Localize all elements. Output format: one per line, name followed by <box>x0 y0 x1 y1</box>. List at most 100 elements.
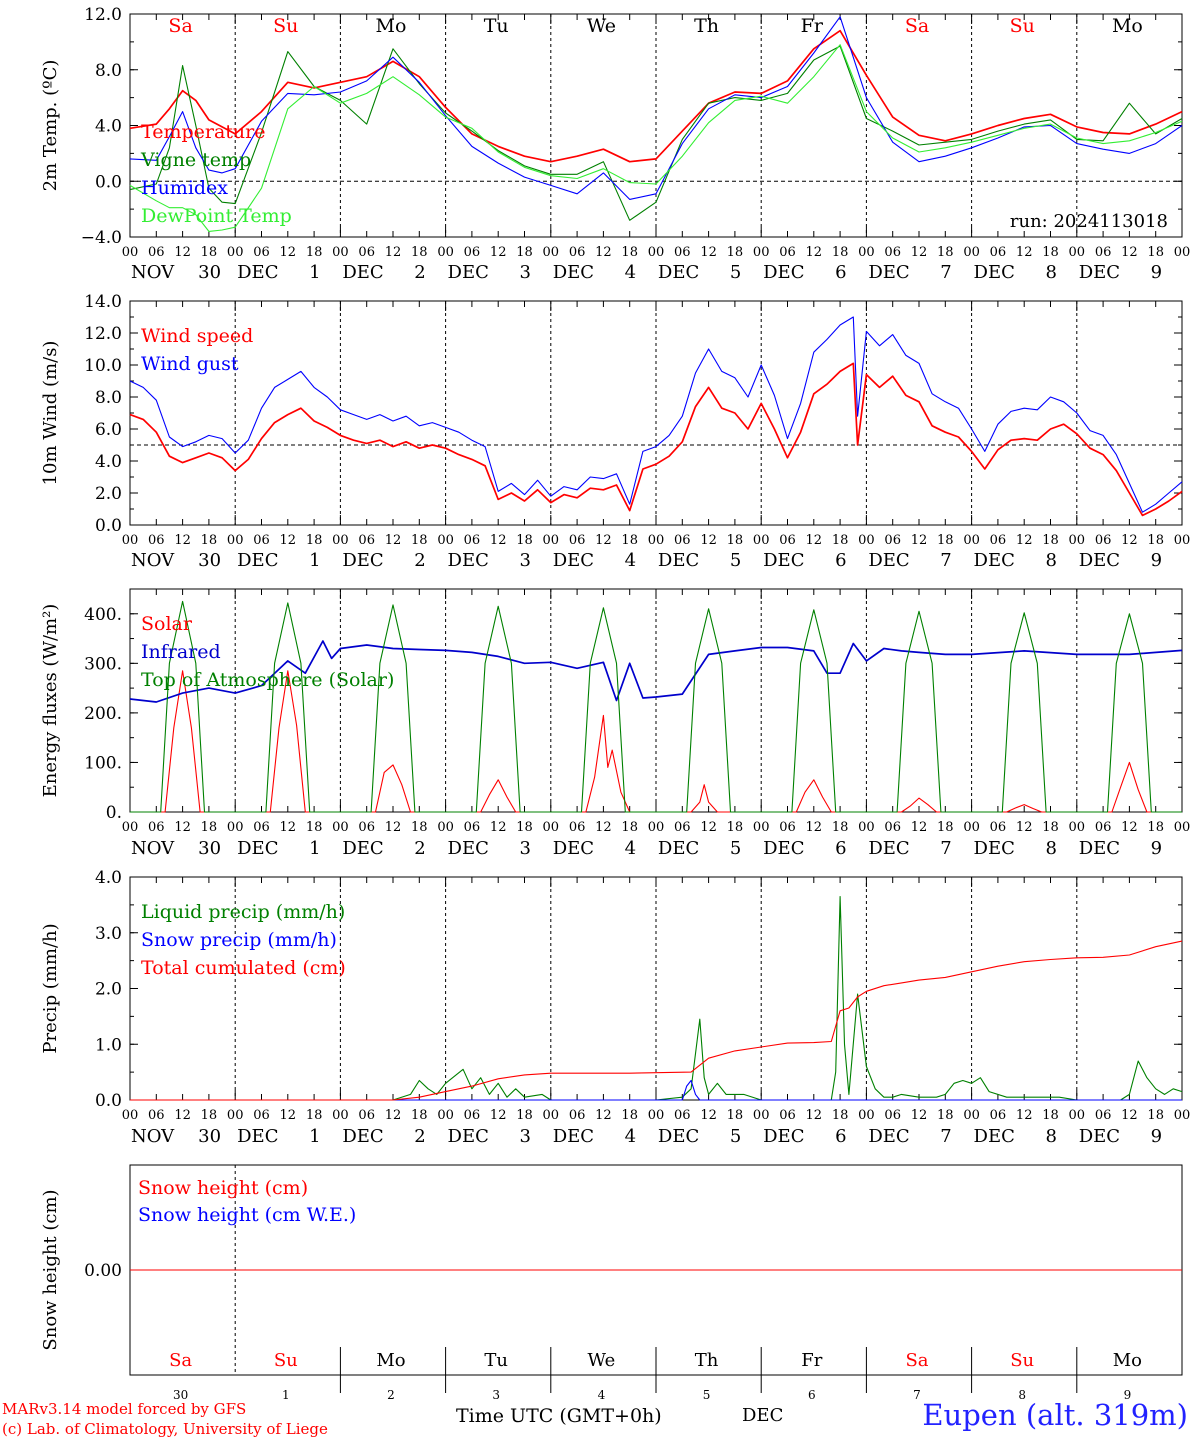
day-number-label: 8 <box>1045 1126 1056 1147</box>
month-label: NOV <box>131 1126 175 1147</box>
hour-tick-label: 18 <box>1042 533 1059 548</box>
hour-tick-label: 06 <box>990 820 1007 835</box>
hour-tick-label: 06 <box>779 533 796 548</box>
hour-tick-label: 06 <box>464 1108 481 1123</box>
hour-tick-label: 00 <box>1174 245 1191 260</box>
hour-tick-label: 18 <box>1147 533 1164 548</box>
hour-tick-label: 06 <box>884 1108 901 1123</box>
day-number-label: 2 <box>387 1388 395 1402</box>
month-label: DEC <box>237 550 278 571</box>
y-tick-label: 4.0 <box>95 868 122 888</box>
hour-tick-label: 12 <box>385 245 402 260</box>
hour-tick-label: 00 <box>227 533 244 548</box>
hour-tick-label: 12 <box>280 820 297 835</box>
weekday-label: Tu <box>484 1350 508 1371</box>
day-number-label: 5 <box>730 262 741 283</box>
weekday-label: We <box>587 15 616 37</box>
weekday-label: Th <box>695 1350 719 1371</box>
hour-tick-label: 18 <box>1042 1108 1059 1123</box>
day-number-label: 30 <box>173 1388 188 1402</box>
legend-entry: Wind speed <box>141 325 253 347</box>
hour-tick-label: 12 <box>174 245 191 260</box>
day-number-label: 4 <box>625 1126 636 1147</box>
hour-tick-label: 18 <box>937 820 954 835</box>
hour-tick-label: 00 <box>1069 1108 1086 1123</box>
month-label: DEC <box>868 838 909 859</box>
hour-tick-label: 12 <box>595 533 612 548</box>
y-tick-label: −4.0 <box>81 228 122 248</box>
hour-tick-label: 12 <box>1121 820 1138 835</box>
y-tick-label: 200. <box>84 704 122 724</box>
hour-tick-label: 06 <box>674 1108 691 1123</box>
y-axis-title: 2m Temp. (ºC) <box>40 60 61 192</box>
month-label: DEC <box>342 838 383 859</box>
legend-entry: Wind gust <box>141 353 239 375</box>
y-tick-label: 400. <box>84 605 122 625</box>
series-line <box>129 45 1183 221</box>
legend-entry: DewPoint Temp <box>141 205 292 227</box>
month-label: DEC <box>1079 1126 1120 1147</box>
hour-tick-label: 00 <box>753 820 770 835</box>
hour-tick-label: 18 <box>516 245 533 260</box>
hour-tick-label: 12 <box>280 533 297 548</box>
month-label: DEC <box>658 262 699 283</box>
weekday-label: Fr <box>801 1350 822 1371</box>
hour-tick-label: 00 <box>753 1108 770 1123</box>
hour-tick-label: 00 <box>122 533 139 548</box>
day-number-label: 3 <box>519 838 530 859</box>
hour-tick-label: 00 <box>753 245 770 260</box>
hour-tick-label: 00 <box>858 533 875 548</box>
day-number-label: 2 <box>414 838 425 859</box>
month-label: DEC <box>237 1126 278 1147</box>
day-number-label: 6 <box>835 1126 846 1147</box>
hour-tick-label: 18 <box>937 1108 954 1123</box>
day-number-label: 6 <box>835 550 846 571</box>
y-tick-label: 0.0 <box>95 172 122 192</box>
hour-tick-label: 18 <box>306 820 323 835</box>
hour-tick-label: 18 <box>201 245 218 260</box>
weekday-label: We <box>588 1350 616 1371</box>
day-number-label: 8 <box>1045 262 1056 283</box>
hour-tick-label: 06 <box>253 245 270 260</box>
month-label: DEC <box>658 550 699 571</box>
day-number-label: 9 <box>1151 1126 1162 1147</box>
hour-tick-label: 06 <box>884 533 901 548</box>
y-tick-label: 10.0 <box>84 356 122 376</box>
month-label: DEC <box>1079 262 1120 283</box>
hour-tick-label: 18 <box>201 820 218 835</box>
hour-tick-label: 18 <box>937 245 954 260</box>
hour-tick-label: 12 <box>385 533 402 548</box>
weekday-label: Mo <box>1113 1350 1142 1371</box>
day-number-label: 6 <box>835 838 846 859</box>
series-line <box>130 670 1182 813</box>
hour-tick-label: 18 <box>1042 245 1059 260</box>
hour-tick-label: 18 <box>832 533 849 548</box>
hour-tick-label: 06 <box>253 533 270 548</box>
hour-tick-label: 00 <box>122 1108 139 1123</box>
hour-tick-label: 18 <box>201 1108 218 1123</box>
day-number-label: 6 <box>808 1388 816 1402</box>
day-number-label: 9 <box>1151 550 1162 571</box>
y-axis-title: Snow height (cm) <box>40 1189 61 1350</box>
month-label: DEC <box>237 262 278 283</box>
y-tick-label: 14.0 <box>84 292 122 312</box>
month-label: NOV <box>131 838 175 859</box>
day-number-label: 2 <box>414 550 425 571</box>
day-number-label: 7 <box>940 262 951 283</box>
hour-tick-label: 12 <box>700 245 717 260</box>
hour-tick-label: 00 <box>332 533 349 548</box>
legend-entry: Solar <box>141 613 193 635</box>
month-label: DEC <box>974 1126 1015 1147</box>
day-number-label: 4 <box>625 550 636 571</box>
hour-tick-label: 18 <box>516 1108 533 1123</box>
weekday-label: Sa <box>905 1350 928 1371</box>
day-number-label: 5 <box>730 838 741 859</box>
hour-tick-label: 18 <box>306 245 323 260</box>
day-number-label: 2 <box>414 1126 425 1147</box>
y-tick-label: 4.0 <box>95 117 122 137</box>
hour-tick-label: 06 <box>990 533 1007 548</box>
hour-tick-label: 00 <box>648 1108 665 1123</box>
weekday-label: Su <box>274 1350 298 1371</box>
hour-tick-label: 00 <box>543 820 560 835</box>
